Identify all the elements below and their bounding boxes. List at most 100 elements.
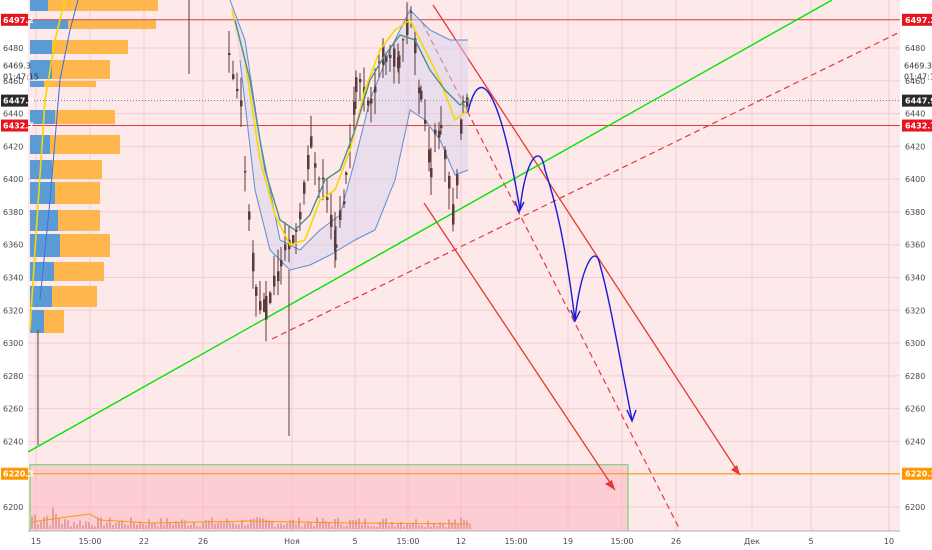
volume-bar [49, 525, 51, 529]
volume-profile-bar-orange [68, 20, 156, 29]
volume-bar [127, 525, 129, 529]
price-tag-right: 6469.3 [904, 62, 932, 71]
volume-bar [286, 523, 288, 529]
price-tag-right-box [902, 94, 932, 107]
volume-bar [70, 526, 72, 529]
volume-bar [391, 522, 393, 529]
volume-bar [271, 521, 273, 529]
volume-bar [175, 520, 177, 529]
x-tick-label: 15:00 [504, 537, 527, 546]
volume-bar [208, 520, 210, 529]
volume-bar [196, 526, 198, 529]
volume-bar [427, 520, 429, 529]
candle-body [414, 38, 417, 54]
volume-bar [199, 526, 201, 529]
channel-upper-line [432, 4, 741, 476]
candle-body [444, 149, 447, 160]
volume-profile-bar-blue [30, 210, 58, 231]
y-tick-label-left: 6400 [3, 175, 23, 184]
candle-body [418, 87, 421, 94]
y-tick-label-left: 6340 [3, 274, 23, 283]
y-tick-label-left: 6200 [3, 503, 23, 512]
y-tick-label-left: 6380 [3, 208, 23, 217]
y-tick-label-left: 6280 [3, 372, 23, 381]
candle-body [252, 252, 255, 272]
candle-body [310, 136, 313, 148]
price-tag-right: 6432.7 [905, 122, 932, 131]
x-tick-label: 26 [198, 537, 208, 546]
volume-bar [55, 514, 57, 529]
candle-body [448, 176, 451, 189]
volume-profile-bar-orange [52, 40, 128, 54]
volume-bar [103, 525, 105, 529]
volume-bar [88, 522, 90, 529]
volume-bar [115, 522, 117, 529]
volume-bar [352, 520, 354, 529]
volume-bar [388, 525, 390, 529]
volume-bar [268, 520, 270, 529]
volume-bar [43, 517, 45, 529]
candle-body [420, 90, 423, 100]
volume-profile-bar-blue [30, 0, 48, 11]
volume-bar [433, 522, 435, 529]
volume-bar [37, 524, 39, 529]
price-tag-left-box [1, 94, 28, 107]
candle-body [318, 178, 321, 180]
candle-body [334, 230, 337, 252]
volume-bar [67, 520, 69, 529]
volume-bar [262, 518, 264, 529]
volume-bar [154, 523, 156, 529]
candle-body [273, 275, 276, 287]
volume-bar [328, 522, 330, 529]
volume-profile-bar-orange [55, 182, 100, 204]
y-tick-label-left: 6300 [3, 339, 23, 348]
volume-bar [382, 518, 384, 529]
y-tick-label-right: 6300 [905, 339, 925, 348]
candle-body [277, 271, 280, 282]
volume-bar [229, 522, 231, 529]
target-zone-box [29, 464, 629, 532]
volume-bar [451, 522, 453, 529]
price-tag-left-box [1, 13, 28, 26]
volume-profile-bar-orange [54, 262, 104, 281]
volume-bar [265, 519, 267, 529]
candle-body [265, 296, 268, 320]
volume-bar [325, 521, 327, 529]
price-tag-left-box [1, 467, 28, 480]
volume-bar [97, 517, 99, 529]
candle-body [343, 201, 346, 204]
volume-bar [133, 522, 135, 529]
volume-bar [61, 524, 63, 529]
ma-yellow-line [231, 9, 469, 246]
candle-body [232, 74, 235, 79]
volume-bar [376, 526, 378, 529]
y-tick-label-left: 6460 [3, 77, 23, 86]
bottom-axis-panel [0, 531, 932, 550]
price-tag-right: 6497.2 [905, 16, 932, 25]
volume-bar [148, 519, 150, 529]
volume-bar [109, 517, 111, 529]
volume-profile-bar-orange [60, 234, 110, 257]
volume-bar [304, 523, 306, 529]
volume-bar [226, 518, 228, 529]
y-tick-label-right: 6200 [905, 503, 925, 512]
ma-teal-line [234, 19, 469, 231]
volume-bar [292, 519, 294, 529]
volume-profile-bar-blue [30, 262, 54, 281]
volume-profile-bar-blue [30, 81, 44, 87]
volume-bar [340, 524, 342, 529]
volume-profile-bar-orange [52, 60, 110, 79]
price-tag-left-box [1, 119, 28, 132]
ma-yellow-left [29, 0, 66, 331]
volume-bar [157, 526, 159, 529]
x-tick-label: 15 [31, 537, 41, 546]
volume-bar [169, 522, 171, 529]
volume-bar [319, 522, 321, 529]
volume-bar [136, 524, 138, 529]
projection-path [467, 86, 633, 421]
volume-bar [445, 526, 447, 529]
volume-bar [295, 524, 297, 529]
volume-bar [418, 525, 420, 529]
